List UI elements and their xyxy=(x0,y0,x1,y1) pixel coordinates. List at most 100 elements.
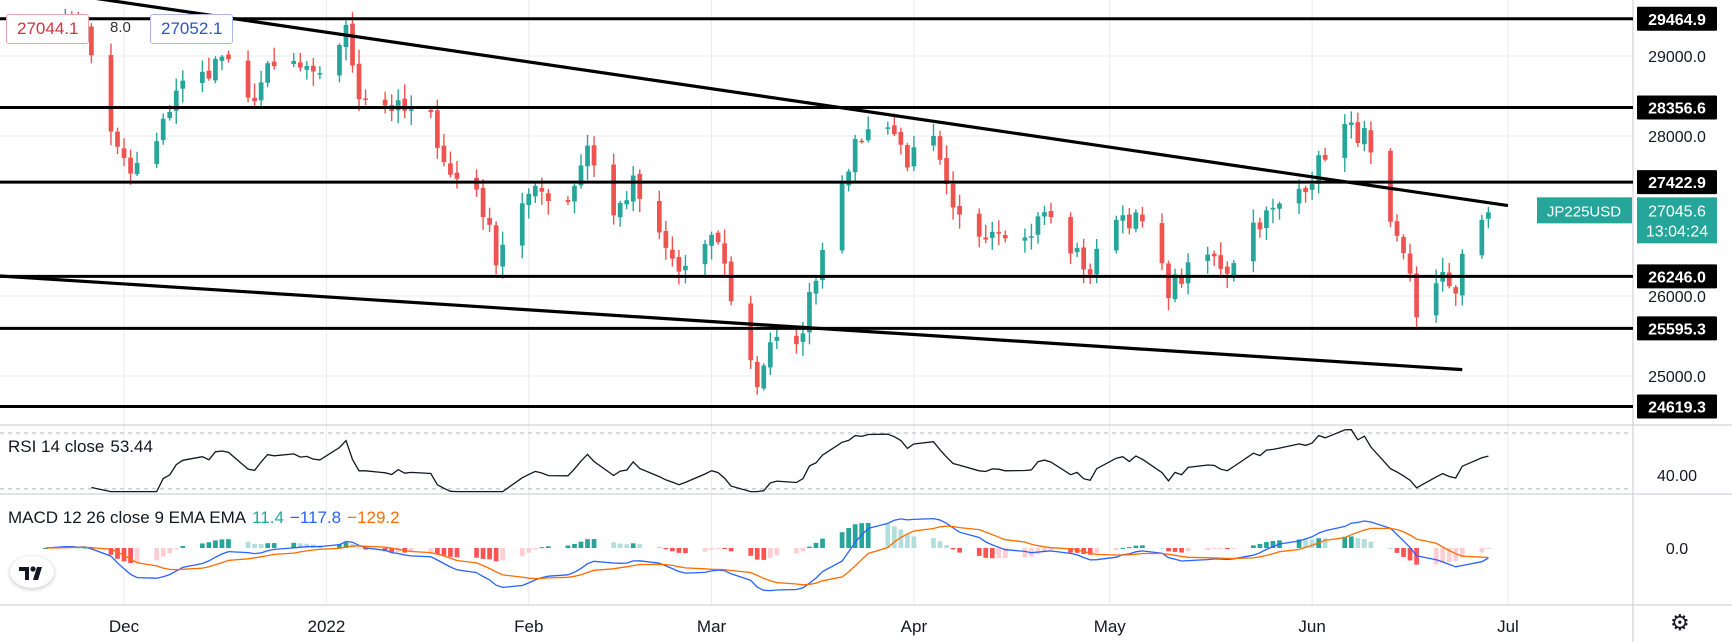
candle-body xyxy=(245,60,251,98)
candle-body xyxy=(591,145,597,166)
candle-body xyxy=(728,261,734,302)
candle-body xyxy=(983,237,989,240)
candle-body xyxy=(709,234,714,246)
candle-body xyxy=(839,183,845,251)
candle-body xyxy=(670,249,675,259)
macd-histogram-bar xyxy=(1459,548,1465,558)
candle-body xyxy=(1303,187,1308,193)
candle-body xyxy=(108,55,114,132)
ask-price-box[interactable]: 27052.1 xyxy=(150,14,234,44)
candle-body xyxy=(487,218,492,225)
macd-histogram-bar xyxy=(585,539,590,548)
tradingview-logo-icon[interactable] xyxy=(10,556,54,588)
trendline xyxy=(95,0,1509,208)
macd-histogram-bar xyxy=(1166,548,1171,552)
settings-gear-icon[interactable]: ⚙ xyxy=(1670,610,1690,635)
macd-histogram-bar xyxy=(258,544,264,548)
macd-histogram-bar xyxy=(180,546,186,548)
candle-body xyxy=(702,244,708,265)
candle-body xyxy=(291,61,297,65)
candle-body xyxy=(846,171,851,186)
candle-body xyxy=(180,80,186,89)
macd-histogram-bar xyxy=(539,547,545,549)
last-price-label: 27045.6 xyxy=(1648,203,1706,220)
macd-histogram-bar xyxy=(774,548,780,556)
candle-body xyxy=(493,225,499,266)
candle-body xyxy=(1479,219,1485,256)
candle-body xyxy=(226,54,231,60)
candle-body xyxy=(813,280,819,294)
macd-histogram-bar xyxy=(846,528,851,548)
macd-histogram-bar xyxy=(1362,538,1367,548)
candle-body xyxy=(167,112,173,118)
macd-histogram-bar xyxy=(408,548,414,553)
macd-histogram-bar xyxy=(944,545,949,548)
candle-body xyxy=(1172,274,1178,300)
candle-body xyxy=(774,336,780,341)
macd-histogram-bar xyxy=(591,539,597,548)
macd-histogram-bar xyxy=(1296,539,1302,548)
candle-body xyxy=(480,187,486,218)
macd-histogram-bar xyxy=(1094,548,1100,554)
rsi-legend[interactable]: RSI 14 close 53.44 xyxy=(8,437,153,457)
candle-body xyxy=(271,61,277,67)
time-axis-label: Jun xyxy=(1298,617,1325,636)
candle-body xyxy=(891,125,897,135)
time-axis-label: Feb xyxy=(514,617,543,636)
candle-body xyxy=(435,110,440,148)
candle-body xyxy=(865,129,871,141)
macd-histogram-bar xyxy=(474,548,479,558)
macd-histogram-bar xyxy=(976,548,982,556)
candle-body xyxy=(474,177,479,190)
candle-body xyxy=(89,26,94,56)
candle-body xyxy=(1022,237,1028,241)
macd-histogram-bar xyxy=(1179,548,1184,553)
macd-histogram-bar xyxy=(931,538,936,548)
candle-body xyxy=(1407,253,1413,274)
candle-body xyxy=(213,58,218,81)
candle-body xyxy=(154,141,160,164)
macd-histogram-bar xyxy=(389,548,395,553)
level-price-label: 28356.6 xyxy=(1648,100,1706,117)
macd-histogram-bar xyxy=(885,523,891,548)
level-price-label: 25595.3 xyxy=(1648,321,1706,338)
macd-histogram-bar xyxy=(637,544,643,548)
macd-histogram-bar xyxy=(75,547,81,549)
macd-histogram-bar xyxy=(532,548,538,550)
macd-histogram-bar xyxy=(1407,548,1413,561)
level-price-label: 29464.9 xyxy=(1648,12,1706,29)
macd-legend[interactable]: MACD 12 26 close 9 EMA EMA 11.4 −117.8 −129… xyxy=(8,508,400,528)
candle-body xyxy=(408,109,414,111)
candle-body xyxy=(1453,287,1459,294)
macd-histogram-bar xyxy=(1486,548,1491,549)
macd-histogram-bar xyxy=(1355,538,1361,548)
candle-body xyxy=(1296,188,1302,204)
candle-body xyxy=(1486,212,1491,219)
candle-body xyxy=(1035,216,1041,235)
candle-body xyxy=(1048,211,1054,218)
macd-histogram-bar xyxy=(676,548,682,553)
macd-histogram-bar xyxy=(1218,548,1224,549)
macd-histogram-bar xyxy=(989,548,995,559)
macd-histogram-bar xyxy=(983,548,989,558)
macd-histogram-bar xyxy=(1453,548,1459,562)
candle-body xyxy=(1211,253,1217,257)
bid-price-box[interactable]: 27044.1 xyxy=(6,14,90,44)
macd-histogram-bar xyxy=(115,548,120,559)
candle-body xyxy=(1231,263,1237,276)
macd-histogram-bar xyxy=(702,548,708,552)
candle-body xyxy=(1029,236,1034,238)
candle-body xyxy=(1459,253,1465,296)
macd-histogram-bar xyxy=(1433,548,1439,565)
candle-body xyxy=(1401,236,1406,254)
candle-body xyxy=(1068,217,1073,254)
macd-histogram-bar xyxy=(1388,547,1393,549)
macd-histogram-bar xyxy=(728,548,734,552)
level-price-tag xyxy=(1637,6,1717,31)
candle-body xyxy=(200,71,205,83)
macd-histogram-bar xyxy=(996,548,1002,559)
candle-body xyxy=(1414,273,1419,318)
price-axis-tick: 29000.0 xyxy=(1648,49,1706,66)
candle-body xyxy=(265,63,270,83)
